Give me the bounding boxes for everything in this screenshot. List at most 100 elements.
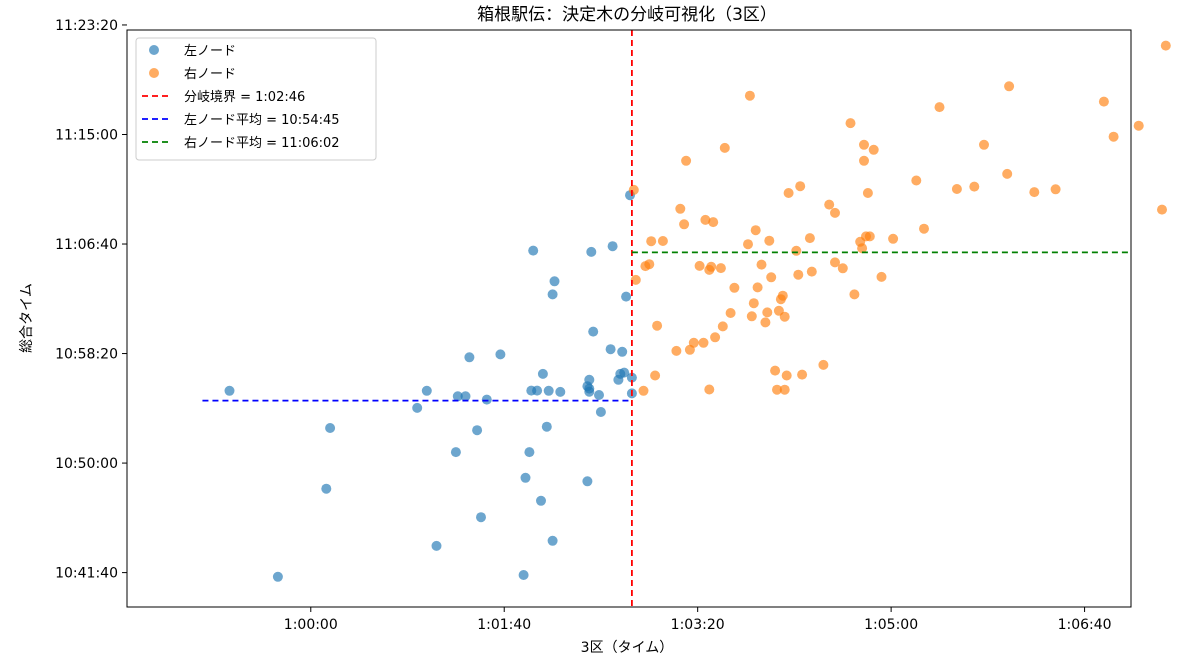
point-left-39 xyxy=(607,241,618,252)
point-left-26 xyxy=(547,289,558,300)
point-right-82 xyxy=(1108,131,1119,142)
point-right-31 xyxy=(748,298,759,309)
point-right-19 xyxy=(704,384,715,395)
point-right-24 xyxy=(717,321,728,332)
point-right-49 xyxy=(793,269,804,280)
point-right-84 xyxy=(1157,204,1167,215)
point-left-35 xyxy=(588,326,599,337)
legend-label-2: 分岐境界 = 1:02:46 xyxy=(184,90,305,105)
y-tick-label-0: 10:41:40 xyxy=(55,566,118,582)
point-right-26 xyxy=(725,308,736,318)
point-right-4 xyxy=(644,259,655,270)
point-left-23 xyxy=(541,421,552,432)
point-right-32 xyxy=(750,225,761,236)
point-left-34 xyxy=(586,246,597,257)
y-tick-label-2: 10:58:20 xyxy=(55,347,118,363)
legend-marker-0 xyxy=(149,45,159,55)
point-left-21 xyxy=(536,495,546,506)
plot-frame xyxy=(126,29,1132,608)
point-right-28 xyxy=(743,239,753,250)
point-left-11 xyxy=(472,425,483,436)
point-left-24 xyxy=(543,385,554,396)
point-left-3 xyxy=(325,423,336,433)
x-tick-label-4: 1:06:40 xyxy=(1058,617,1112,633)
point-right-34 xyxy=(756,259,767,270)
legend-label-0: 左ノード xyxy=(184,44,236,59)
point-left-32 xyxy=(584,374,595,385)
point-right-7 xyxy=(652,320,663,331)
point-left-1 xyxy=(224,385,235,396)
point-left-42 xyxy=(617,346,628,357)
point-right-77 xyxy=(1002,168,1013,179)
point-right-27 xyxy=(729,282,740,293)
point-right-11 xyxy=(679,219,690,230)
point-right-78 xyxy=(1004,81,1015,92)
point-left-33 xyxy=(584,383,595,394)
point-right-80 xyxy=(1050,184,1061,195)
point-left-5 xyxy=(421,385,432,396)
legend-label-3: 左ノード平均 = 10:54:45 xyxy=(184,113,340,128)
point-left-10 xyxy=(464,352,475,363)
point-right-63 xyxy=(859,139,869,150)
point-right-68 xyxy=(868,144,879,155)
point-right-58 xyxy=(837,263,848,274)
point-right-83 xyxy=(1133,120,1144,131)
point-right-43 xyxy=(777,290,788,301)
point-left-9 xyxy=(460,391,471,402)
point-right-64 xyxy=(859,155,869,166)
point-right-23 xyxy=(715,263,726,274)
y-tick-label-1: 10:50:00 xyxy=(55,456,118,472)
point-left-25 xyxy=(547,535,558,546)
point-right-74 xyxy=(951,184,962,194)
point-right-54 xyxy=(818,359,829,370)
point-right-50 xyxy=(795,181,806,192)
point-right-71 xyxy=(911,175,922,186)
point-left-15 xyxy=(518,570,529,580)
point-right-85 xyxy=(1160,40,1171,51)
point-left-0 xyxy=(272,571,283,582)
legend-marker-1 xyxy=(149,68,159,78)
point-right-69 xyxy=(876,271,887,282)
point-left-27 xyxy=(549,276,560,287)
point-left-12 xyxy=(476,512,486,523)
y-tick-label-5: 11:23:20 xyxy=(55,18,118,34)
point-right-47 xyxy=(783,188,794,198)
point-right-29 xyxy=(744,90,755,101)
point-right-0 xyxy=(628,184,639,195)
point-right-52 xyxy=(804,233,815,244)
point-left-22 xyxy=(537,368,548,379)
point-right-1 xyxy=(630,274,641,285)
point-right-76 xyxy=(969,181,980,192)
point-left-16 xyxy=(520,472,531,483)
point-left-14 xyxy=(495,349,506,360)
point-right-73 xyxy=(934,102,945,113)
point-left-7 xyxy=(450,447,461,458)
point-right-37 xyxy=(764,235,775,246)
point-left-28 xyxy=(555,386,566,397)
point-right-56 xyxy=(830,207,840,218)
point-right-44 xyxy=(779,384,790,395)
y-tick-label-3: 11:06:40 xyxy=(55,237,118,253)
point-right-60 xyxy=(849,289,860,300)
point-right-30 xyxy=(746,311,757,322)
point-left-36 xyxy=(594,390,604,400)
point-right-57 xyxy=(830,257,840,268)
legend-box xyxy=(135,37,377,161)
x-tick-label-3: 1:05:00 xyxy=(864,617,918,633)
point-right-17 xyxy=(700,214,711,225)
point-right-70 xyxy=(888,233,899,244)
point-right-35 xyxy=(760,317,771,328)
point-right-51 xyxy=(797,369,808,380)
point-left-44 xyxy=(621,291,632,302)
point-left-47 xyxy=(626,372,637,383)
point-right-21 xyxy=(708,217,719,228)
point-left-37 xyxy=(595,407,606,417)
point-right-46 xyxy=(781,370,792,381)
point-right-15 xyxy=(694,260,705,271)
point-right-59 xyxy=(845,118,856,129)
point-left-17 xyxy=(524,447,535,458)
point-right-39 xyxy=(770,365,781,376)
point-right-81 xyxy=(1098,96,1109,107)
point-left-6 xyxy=(431,540,442,551)
